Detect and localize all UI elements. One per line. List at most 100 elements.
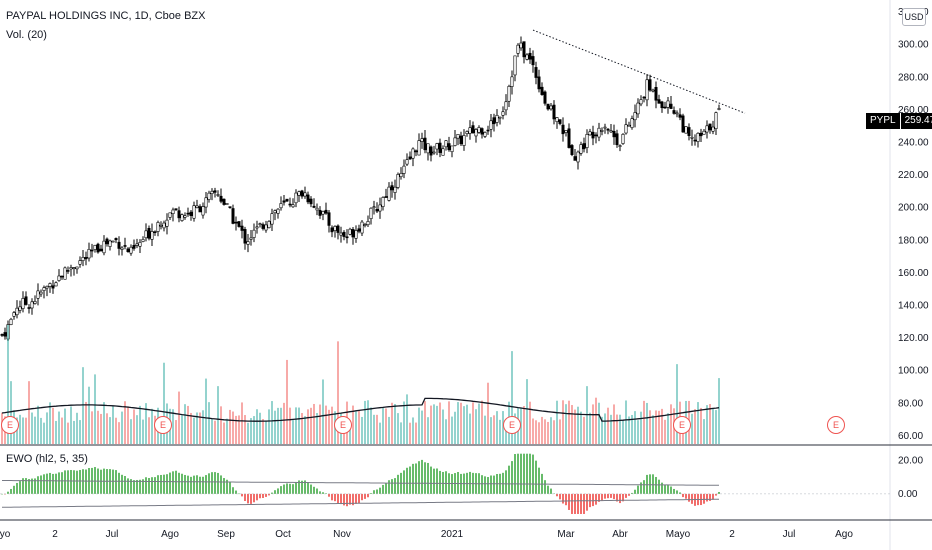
candle-body	[180, 214, 184, 221]
ewo-bar	[130, 479, 132, 494]
volume-bar	[136, 415, 138, 444]
ewo-bar	[409, 466, 411, 494]
candle-body	[369, 207, 373, 219]
ewo-bar	[562, 493, 564, 504]
ewo-bar	[643, 480, 645, 494]
candle-body	[174, 208, 178, 210]
candle-body	[687, 127, 691, 136]
volume-bar	[397, 413, 399, 444]
volume-bar	[499, 419, 501, 444]
candle-body	[645, 79, 649, 101]
ewo-bar	[670, 486, 672, 494]
volume-bar	[406, 394, 408, 444]
candle-body	[375, 209, 379, 212]
ewo-bar	[76, 470, 78, 494]
time-axis-label: 2	[52, 529, 58, 540]
volume-bar	[31, 412, 33, 444]
candle-body	[243, 229, 247, 244]
time-axis-label: Oct	[275, 529, 291, 540]
earnings-marker[interactable]: E	[154, 416, 172, 434]
volume-bar	[313, 403, 315, 444]
volume-bar	[367, 400, 369, 444]
candle-body	[201, 206, 205, 216]
trendline[interactable]	[532, 29, 746, 114]
candle-body	[705, 125, 709, 133]
ewo-bar	[220, 475, 222, 494]
ewo-bar	[640, 482, 642, 494]
ewo-bar	[349, 493, 351, 505]
volume-bar	[76, 412, 78, 444]
earnings-marker[interactable]: E	[503, 416, 521, 434]
volume-bar	[640, 411, 642, 444]
candle-body	[72, 267, 76, 269]
volume-bar	[361, 416, 363, 444]
earnings-marker[interactable]: E	[334, 416, 352, 434]
candle-body	[171, 209, 175, 214]
candle-body	[378, 204, 382, 212]
earnings-marker[interactable]: E	[827, 416, 845, 434]
ewo-bar	[706, 493, 708, 502]
ewo-bar	[574, 493, 576, 514]
ewo-bar	[208, 473, 210, 494]
volume-bar	[307, 409, 309, 444]
volume-bar	[310, 407, 312, 444]
volume-bar	[559, 419, 561, 444]
ewo-bar	[535, 460, 537, 494]
candle-body	[459, 135, 463, 145]
ewo-bar	[58, 472, 60, 494]
volume-bar	[97, 410, 99, 444]
volume-bar	[364, 400, 366, 444]
ewo-bar	[556, 493, 558, 497]
ewo-bar	[121, 474, 123, 494]
candle-body	[48, 283, 52, 287]
volume-bar	[301, 413, 303, 444]
volume-bar	[352, 405, 354, 444]
ewo-bar	[565, 493, 567, 506]
ewo-bar	[289, 483, 291, 494]
ewo-bar	[703, 493, 705, 504]
ewo-bar	[658, 479, 660, 494]
candle-body	[12, 312, 16, 317]
candle-body	[279, 203, 283, 209]
volume-bar	[238, 415, 240, 444]
candle-body	[318, 209, 322, 216]
candle-body	[522, 41, 526, 58]
candle-body	[693, 139, 697, 142]
volume-bar	[256, 409, 258, 444]
price-tag-symbol: PYPL	[866, 113, 900, 129]
candle-body	[111, 240, 115, 243]
candle-body	[465, 131, 469, 134]
ewo-bar	[379, 487, 381, 494]
volume-bar	[292, 420, 294, 444]
earnings-marker[interactable]: E	[673, 416, 691, 434]
ewo-bar	[139, 479, 141, 494]
volume-bar	[124, 401, 126, 444]
ewo-bar	[268, 493, 270, 496]
candle-body	[567, 128, 571, 148]
candle-body	[426, 143, 430, 154]
candle-body	[120, 247, 124, 250]
candle-body	[222, 198, 226, 205]
volume-bar	[466, 404, 468, 444]
ewo-bar	[352, 493, 354, 506]
ewo-bar	[19, 481, 21, 494]
candle-body	[93, 244, 97, 250]
ewo-bar	[595, 493, 597, 505]
earnings-marker[interactable]: E	[1, 416, 19, 434]
ewo-bar	[430, 466, 432, 494]
candle-body	[441, 148, 445, 156]
ewo-bar	[484, 476, 486, 494]
volume-bar	[196, 412, 198, 444]
currency-button[interactable]: USD	[902, 8, 926, 26]
ewo-legend[interactable]: EWO (hl2, 5, 35)	[6, 453, 88, 465]
price-axis: 320.00300.00280.00260.00240.00220.00200.…	[898, 7, 929, 442]
volume-legend[interactable]: Vol. (20)	[6, 29, 47, 41]
volume-bar	[187, 405, 189, 444]
price-axis-label: 300.00	[898, 40, 929, 51]
time-axis-label: Ago	[835, 529, 853, 540]
volume-bar	[133, 409, 135, 444]
candle-body	[435, 143, 439, 150]
ewo-bar	[49, 472, 51, 494]
